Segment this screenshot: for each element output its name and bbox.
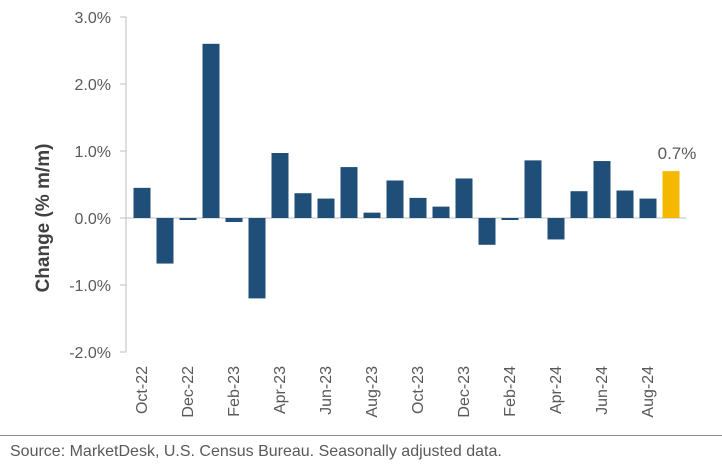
y-tick-label: -1.0% bbox=[69, 278, 111, 295]
bar-jan-23 bbox=[202, 43, 220, 218]
y-tick-label: 1.0% bbox=[75, 144, 111, 161]
bar-mar-23 bbox=[248, 218, 266, 299]
x-tick-label: Feb-23 bbox=[226, 366, 243, 417]
bar-may-23 bbox=[294, 193, 312, 218]
bar-apr-24 bbox=[547, 218, 565, 240]
y-tick-label: 2.0% bbox=[75, 77, 111, 94]
bar-jun-23 bbox=[317, 198, 335, 218]
bar-sep-23 bbox=[386, 180, 404, 218]
x-tick-label: Aug-23 bbox=[364, 366, 381, 418]
x-tick-label: Aug-24 bbox=[640, 366, 657, 418]
y-tick-label: 0.0% bbox=[75, 211, 111, 228]
bar-dec-22 bbox=[179, 218, 197, 221]
bar-feb-24 bbox=[501, 218, 519, 221]
bar-apr-23 bbox=[271, 153, 289, 218]
y-tick-label: 3.0% bbox=[75, 10, 111, 27]
x-tick-label: Jun-23 bbox=[318, 366, 335, 415]
x-tick-label: Feb-24 bbox=[502, 366, 519, 417]
y-axis-label: Change (% m/m) bbox=[33, 144, 54, 293]
x-tick-label: Oct-23 bbox=[410, 366, 427, 414]
x-tick-label: Oct-22 bbox=[134, 366, 151, 414]
y-tick-label: -2.0% bbox=[69, 345, 111, 362]
x-tick-label: Dec-22 bbox=[180, 366, 197, 418]
source-divider bbox=[0, 435, 722, 436]
bar-jan-24 bbox=[478, 218, 496, 245]
bar-feb-23 bbox=[225, 218, 243, 223]
bar-dec-23 bbox=[455, 178, 473, 218]
x-tick-label: Jun-24 bbox=[594, 366, 611, 415]
x-tick-label: Dec-23 bbox=[456, 366, 473, 418]
bar-oct-22 bbox=[133, 187, 151, 218]
bar-sep-24 bbox=[662, 171, 680, 218]
x-tick-label: Apr-24 bbox=[548, 366, 565, 414]
bar-nov-23 bbox=[432, 206, 450, 218]
data-label-latest: 0.7% bbox=[658, 144, 697, 163]
x-tick-label: Apr-23 bbox=[272, 366, 289, 414]
bar-jul-23 bbox=[340, 167, 358, 218]
bar-jun-24 bbox=[593, 161, 611, 218]
source-note: Source: MarketDesk, U.S. Census Bureau. … bbox=[10, 443, 502, 460]
bar-chart: 3.0% 2.0% 1.0% 0.0% -1.0% -2.0% Oct-22 Dec-22 F… bbox=[33, 10, 697, 418]
bar-may-24 bbox=[570, 191, 588, 218]
bar-aug-24 bbox=[639, 198, 657, 218]
bar-aug-23 bbox=[363, 212, 381, 218]
bar-oct-23 bbox=[409, 197, 427, 218]
bar-mar-24 bbox=[524, 160, 542, 218]
bar-nov-22 bbox=[156, 218, 174, 264]
bar-jul-24 bbox=[616, 190, 634, 218]
